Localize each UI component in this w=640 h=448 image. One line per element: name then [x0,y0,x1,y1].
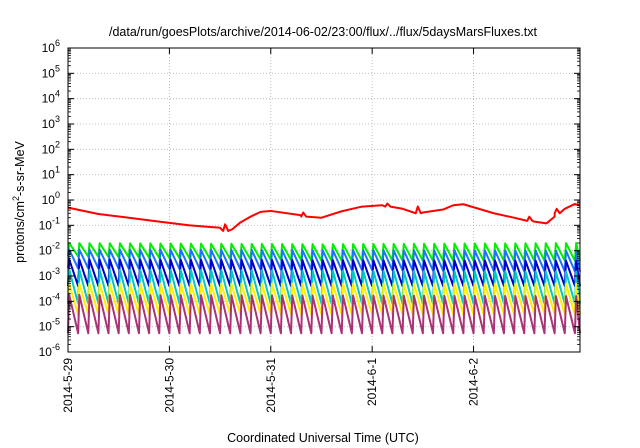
series-line-2 [67,242,581,262]
y-tick-label: 10-1 [39,215,60,232]
series-line-3 [67,248,581,273]
y-tick-label: 105 [42,63,60,80]
plot-frame [67,47,581,353]
y-tick-label: 10-2 [39,241,60,258]
y-tick-label: 100 [42,190,60,207]
grid [68,48,580,352]
y-tick-label: 10-4 [39,291,60,308]
x-tick-label: 2014-6-2 [467,358,481,406]
series-line-1 [67,202,581,232]
x-tick-label: 2014-6-1 [365,358,379,406]
y-axis-label-main: protons/cm [13,201,27,263]
y-tick-label: 10-6 [39,342,60,359]
y-tick-label: 102 [42,139,60,156]
y-tick-label: 101 [42,165,60,182]
x-axis-label: Coordinated Universal Time (UTC) [227,431,419,445]
chart-title: /data/run/goesPlots/archive/2014-06-02/2… [109,25,538,39]
axes: 10-6 10-5 10-4 10-3 10-2 10-1 100 101 102 103 104 1… [39,38,581,413]
series-line-4 [67,258,581,288]
y-tick-label: 106 [42,38,60,55]
series-line-6 [67,282,581,316]
series-line-5 [67,268,581,305]
x-tick-label: 2014-5-30 [162,358,176,413]
y-axis-label-sup: 2 [11,196,21,201]
y-tick-label: 10-5 [39,317,60,334]
x-tick-label: 2014-5-29 [61,358,75,413]
y-tick-label: 103 [42,114,60,131]
series-group [67,202,581,335]
y-axis-label: protons/cm2-s-sr-MeV [11,140,27,262]
y-tick-label: 104 [42,89,60,106]
y-axis-label-unit: -s-sr-MeV [13,140,27,196]
y-tick-label: 10-3 [39,266,60,283]
series-line-7 [67,293,581,335]
x-tick-label: 2014-5-31 [264,358,278,413]
